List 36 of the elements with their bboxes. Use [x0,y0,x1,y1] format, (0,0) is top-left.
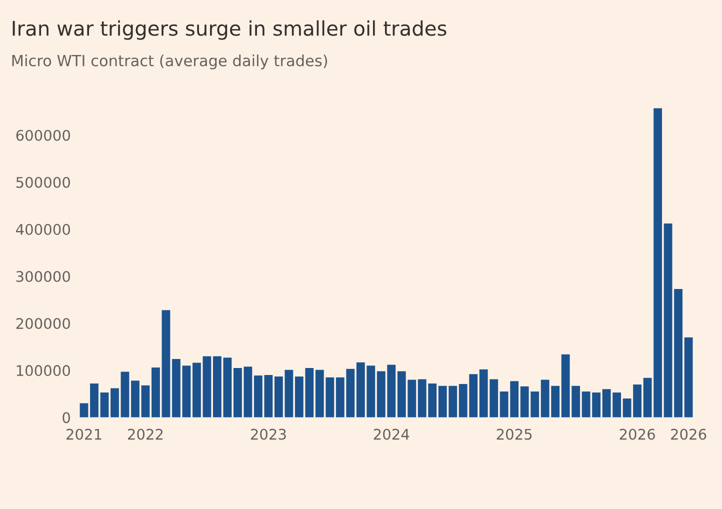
bar [80,403,88,418]
bar [131,380,140,418]
x-tick-label: 2026 [620,428,655,440]
bar [162,310,170,418]
bar [213,356,222,418]
bar [110,388,119,418]
y-tick-label: 100000 [16,365,70,376]
chart-title: Iran war triggers surge in smaller oil trades [12,20,446,40]
bar [100,392,109,418]
x-tick-label: 2023 [250,428,286,440]
bar [192,362,201,418]
bar [120,372,130,418]
bar [90,384,98,418]
bar [152,368,160,418]
x-tick-label: 2022 [128,428,163,440]
bar [202,356,212,418]
y-tick-label: 300000 [16,270,70,282]
y-tick-label: 0 [62,412,70,424]
x-tick-label: 2025 [496,428,532,440]
bar [654,108,662,418]
y-tick-label: 400000 [16,224,70,235]
bar [141,385,150,418]
bar [643,378,652,418]
x-tick-label: 2024 [374,428,410,440]
x-tick-label: 2021 [66,428,102,440]
bar [223,358,232,418]
bar [674,288,682,418]
bar [172,359,180,418]
bar [684,337,693,418]
bar [664,224,672,418]
chart-subtitle: Micro WTI contract (average daily trades) [12,54,328,70]
y-tick-label: 500000 [16,176,70,188]
y-tick-label: 200000 [16,318,70,330]
x-tick-label: 2026 [671,428,706,440]
bar [182,366,191,418]
y-tick-label: 600000 [16,130,70,141]
